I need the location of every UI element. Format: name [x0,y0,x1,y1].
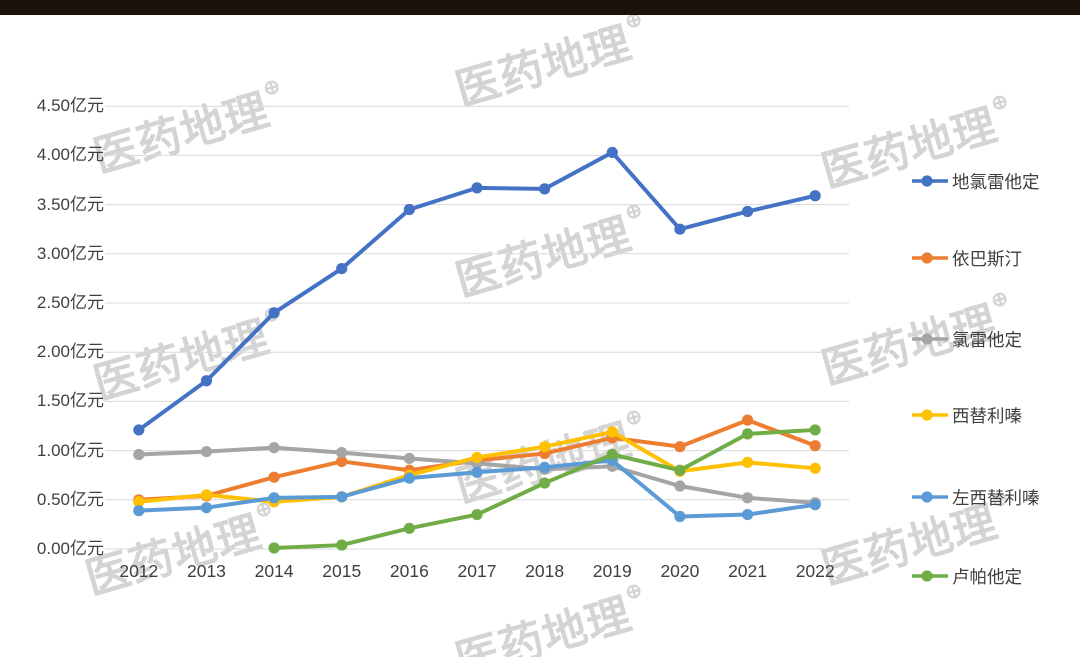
data-point-marker [674,480,686,492]
x-axis-tick-label: 2022 [795,561,835,581]
data-point-marker [674,510,686,523]
legend-marker-icon [912,333,948,345]
data-point-marker [539,183,551,195]
legend-marker-icon [912,252,948,264]
data-point-marker [336,539,348,551]
legend-item-label: 左西替利嗪 [952,487,1040,508]
legend-item-3: 西替利嗪 [911,403,1022,427]
y-axis-tick-label: 1.00亿元 [36,440,104,460]
data-point-marker [539,461,551,473]
data-point-marker [741,508,754,521]
data-point-marker [268,542,280,554]
data-point-marker [809,190,821,202]
y-axis-tick-label: 4.50亿元 [36,96,104,116]
data-point-marker [403,522,415,534]
data-point-marker [741,456,754,469]
data-point-marker [200,375,213,387]
data-point-marker [539,477,551,489]
data-point-marker [809,440,821,452]
y-axis-tick-label: 3.50亿元 [36,194,104,214]
x-axis-tick-label: 2015 [322,561,362,581]
data-point-marker [268,307,280,319]
data-point-marker [268,492,280,504]
legend-item-label: 地氯雷他定 [952,171,1040,192]
data-point-marker [403,472,415,484]
x-axis-tick-label: 2019 [592,561,632,581]
x-axis-tick-label: 2014 [254,561,294,581]
data-point-marker [336,446,348,459]
data-point-marker [674,223,686,235]
legend-marker-icon [912,570,948,582]
x-axis-tick-label: 2016 [389,561,429,581]
cropped-title-bar [0,0,1080,15]
data-point-marker [403,452,415,465]
y-axis-tick-label: 0.00亿元 [36,539,104,558]
data-point-marker [471,466,483,478]
legend-item-5: 卢帕他定 [911,564,1022,588]
data-point-marker [809,499,821,511]
data-point-marker [674,464,686,476]
data-point-marker [133,496,145,508]
y-axis-tick-label: 4.00亿元 [36,145,104,165]
data-point-marker [403,203,415,216]
legend-item-4: 左西替利嗪 [911,485,1040,509]
data-point-marker [471,508,483,521]
y-axis-tick-label: 2.00亿元 [36,342,104,362]
data-point-marker [133,448,145,461]
y-axis-tick-label: 0.50亿元 [36,489,104,509]
data-point-marker [268,442,280,454]
legend-item-label: 西替利嗪 [952,405,1022,426]
data-point-marker [336,491,348,503]
data-point-marker [606,426,618,438]
data-point-marker [336,262,348,275]
legend-item-1: 依巴斯汀 [911,246,1022,270]
y-axis-tick-label: 1.50亿元 [36,391,104,411]
data-point-marker [471,451,483,464]
data-point-marker [471,182,483,194]
legend-item-label: 依巴斯汀 [952,248,1022,269]
data-point-marker [606,448,618,461]
data-point-marker [741,205,754,218]
legend-item-label: 氯雷他定 [952,329,1022,350]
data-point-marker [741,492,754,504]
data-point-marker [606,146,618,159]
legend-item-0: 地氯雷他定 [911,169,1040,193]
series-line-0 [136,150,818,432]
data-point-marker [200,489,213,501]
data-point-marker [741,428,754,440]
legend-marker-icon [912,409,948,421]
x-axis-tick-label: 2021 [728,561,767,581]
y-axis-tick-label: 2.50亿元 [36,293,104,312]
data-point-marker [809,462,821,474]
x-axis-tick-label: 2012 [119,561,159,581]
data-point-marker [741,414,754,426]
x-axis-tick-label: 2017 [457,561,497,581]
y-axis-tick-label: 3.00亿元 [36,243,104,263]
legend-item-2: 氯雷他定 [911,327,1022,351]
data-point-marker [539,441,551,453]
x-axis-tick-label: 2020 [660,561,700,581]
x-axis-tick-label: 2013 [186,561,226,581]
data-point-marker [336,455,348,468]
data-point-marker [133,505,145,517]
data-point-marker [200,502,213,514]
legend-marker-icon [912,175,948,187]
data-point-marker [674,441,686,453]
data-point-marker [809,424,821,436]
legend-marker-icon [912,491,948,503]
legend-item-label: 卢帕他定 [952,566,1022,587]
x-axis-tick-label: 2018 [525,561,565,581]
data-point-marker [268,471,280,483]
data-point-marker [200,445,213,458]
data-point-marker [133,424,145,436]
